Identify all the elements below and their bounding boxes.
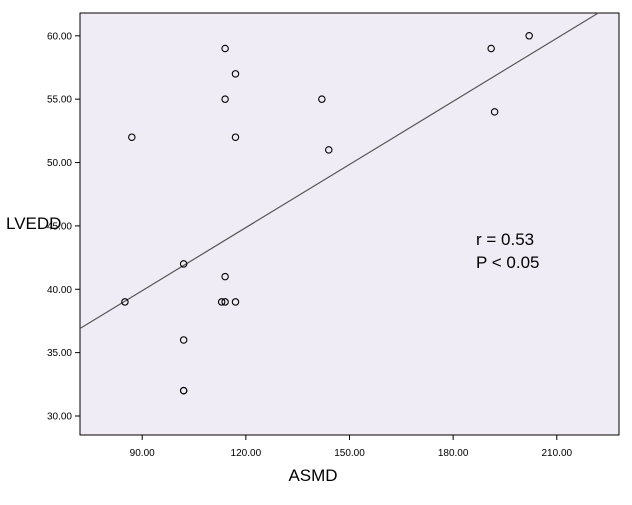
y-tick-label: 35.00	[47, 348, 72, 359]
plot-area	[79, 12, 620, 436]
regression-line-group	[79, 12, 599, 330]
data-point	[128, 133, 136, 141]
y-tick-label: 40.00	[47, 285, 72, 296]
r-value-annotation: r = 0.53	[476, 230, 534, 249]
y-tick-label: 30.00	[47, 411, 72, 422]
x-tick-label: 150.00	[334, 448, 365, 459]
regression-line	[79, 12, 599, 330]
data-point	[179, 260, 188, 268]
data-point	[325, 146, 333, 154]
data-point	[179, 386, 188, 395]
x-axis: 90.00 120.00 150.00 180.00 210.00	[130, 435, 573, 459]
data-point	[231, 133, 240, 141]
data-point	[217, 298, 226, 306]
x-tick-label: 180.00	[438, 448, 469, 459]
y-tick-label: 60.00	[47, 31, 72, 42]
y-axis: 30.00 35.00 40.00 45.00 50.00 55.00 60.00	[47, 31, 80, 422]
data-points	[121, 32, 533, 395]
data-point	[221, 298, 229, 306]
x-axis-title: ASMD	[288, 466, 337, 485]
data-point	[221, 44, 229, 53]
x-tick-label: 120.00	[231, 448, 262, 459]
y-tick-label: 50.00	[47, 158, 72, 169]
data-point	[231, 298, 240, 306]
data-point	[525, 32, 533, 40]
y-tick-label: 45.00	[47, 221, 72, 232]
data-point	[231, 70, 240, 78]
p-value-annotation: P < 0.05	[476, 253, 540, 272]
data-point	[490, 108, 499, 116]
data-point	[179, 336, 188, 344]
data-point	[221, 95, 229, 103]
data-point	[318, 95, 326, 103]
data-point	[121, 298, 129, 306]
data-point	[487, 44, 495, 53]
data-point	[221, 272, 229, 281]
y-tick-label: 55.00	[47, 95, 72, 106]
x-tick-label: 90.00	[130, 448, 155, 459]
y-axis-title: LVEDD	[6, 214, 61, 233]
x-tick-label: 210.00	[542, 448, 573, 459]
